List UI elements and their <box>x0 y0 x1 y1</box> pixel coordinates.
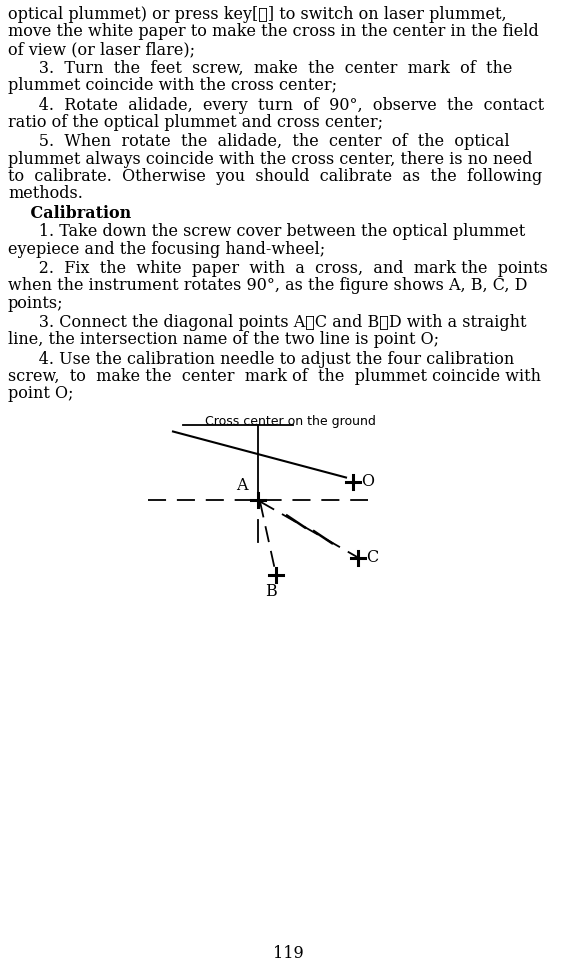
Text: B: B <box>265 582 277 600</box>
Text: 4.  Rotate  alidade,  every  turn  of  90°,  observe  the  contact: 4. Rotate alidade, every turn of 90°, ob… <box>8 97 544 113</box>
Text: C: C <box>366 549 379 566</box>
Text: 119: 119 <box>272 945 304 962</box>
Text: plummet coincide with the cross center;: plummet coincide with the cross center; <box>8 77 337 95</box>
Text: A: A <box>237 477 248 493</box>
Text: eyepiece and the focusing hand-wheel;: eyepiece and the focusing hand-wheel; <box>8 241 325 258</box>
Text: plummet always coincide with the cross center, there is no need: plummet always coincide with the cross c… <box>8 150 533 167</box>
Text: O: O <box>361 473 374 490</box>
Text: 3.  Turn  the  feet  screw,  make  the  center  mark  of  the: 3. Turn the feet screw, make the center … <box>8 60 512 77</box>
Text: to  calibrate.  Otherwise  you  should  calibrate  as  the  following: to calibrate. Otherwise you should calib… <box>8 168 542 185</box>
Text: 5.  When  rotate  the  alidade,  the  center  of  the  optical: 5. When rotate the alidade, the center o… <box>8 133 509 150</box>
Text: methods.: methods. <box>8 186 83 202</box>
Text: of view (or laser flare);: of view (or laser flare); <box>8 41 195 58</box>
Text: when the instrument rotates 90°, as the figure shows A, B, C, D: when the instrument rotates 90°, as the … <box>8 277 527 294</box>
Text: screw,  to  make the  center  mark of  the  plummet coincide with: screw, to make the center mark of the pl… <box>8 368 541 385</box>
Text: move the white paper to make the cross in the center in the field: move the white paper to make the cross i… <box>8 23 539 40</box>
Text: line, the intersection name of the two line is point O;: line, the intersection name of the two l… <box>8 331 439 349</box>
Text: optical plummet) or press key[★] to switch on laser plummet,: optical plummet) or press key[★] to swit… <box>8 6 507 23</box>
Text: 2.  Fix  the  white  paper  with  a  cross,  and  mark the  points: 2. Fix the white paper with a cross, and… <box>8 260 548 277</box>
Text: 4. Use the calibration needle to adjust the four calibration: 4. Use the calibration needle to adjust … <box>8 351 514 367</box>
Text: points;: points; <box>8 295 63 312</box>
Text: 3. Connect the diagonal points A、C and B、D with a straight: 3. Connect the diagonal points A、C and B… <box>8 314 526 331</box>
Text: Cross center on the ground: Cross center on the ground <box>205 414 376 428</box>
Text: ratio of the optical plummet and cross center;: ratio of the optical plummet and cross c… <box>8 114 383 131</box>
Text: point O;: point O; <box>8 386 73 403</box>
Text: 1. Take down the screw cover between the optical plummet: 1. Take down the screw cover between the… <box>8 224 525 240</box>
Text: Calibration: Calibration <box>8 204 131 222</box>
